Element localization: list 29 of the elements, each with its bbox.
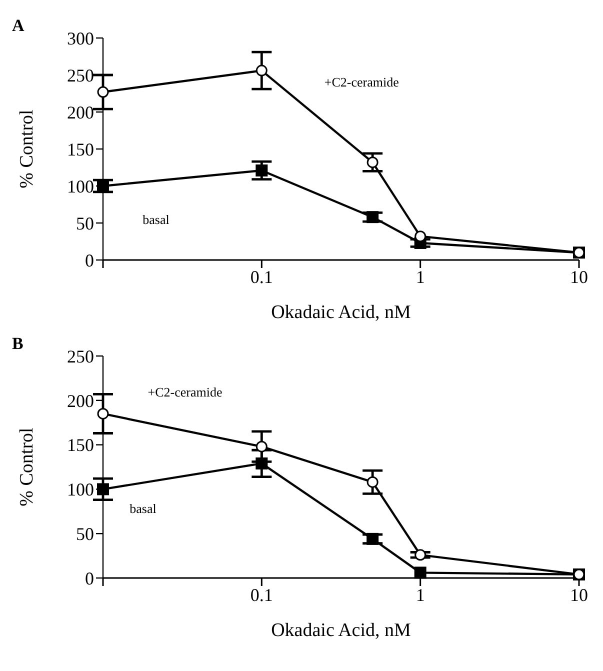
y-axis-title: % Control xyxy=(16,110,38,188)
y-tick-label: 300 xyxy=(67,28,94,48)
chart-title: A xyxy=(12,16,24,36)
x-tick-label: 0.1 xyxy=(250,584,273,605)
series-label: +C2-ceramide xyxy=(324,74,400,90)
y-tick-label: 50 xyxy=(76,213,94,234)
y-tick-label: 0 xyxy=(85,568,94,588)
x-tick-label: 10 xyxy=(570,266,588,287)
x-tick-label: 1 xyxy=(416,266,425,287)
series-label: +C2-ceramide xyxy=(148,384,222,400)
y-tick-label: 200 xyxy=(67,390,94,411)
y-tick-label: 100 xyxy=(67,480,94,500)
y-tick-label: 200 xyxy=(67,102,94,122)
series-label: basal xyxy=(130,501,157,516)
y-tick-label: 50 xyxy=(76,524,94,544)
y-tick-label: 0 xyxy=(85,250,94,270)
text: basal xyxy=(142,212,170,227)
y-tick-label: 150 xyxy=(67,139,94,160)
x-tick-label: 10 xyxy=(570,584,588,605)
y-tick-label: 150 xyxy=(67,435,94,456)
x-axis-title: Okadaic Acid, nM xyxy=(271,302,412,323)
x-tick-label: 0.1 xyxy=(250,266,273,287)
y-tick-label: 250 xyxy=(67,346,94,366)
y-tick-label: 100 xyxy=(67,176,94,196)
x-axis-title: Okadaic Acid, nM xyxy=(271,620,412,641)
y-tick-label: 250 xyxy=(67,65,94,86)
x-tick-label: 1 xyxy=(416,584,425,605)
y-axis-title: % Control xyxy=(16,428,38,506)
chart-title: B xyxy=(12,334,24,354)
